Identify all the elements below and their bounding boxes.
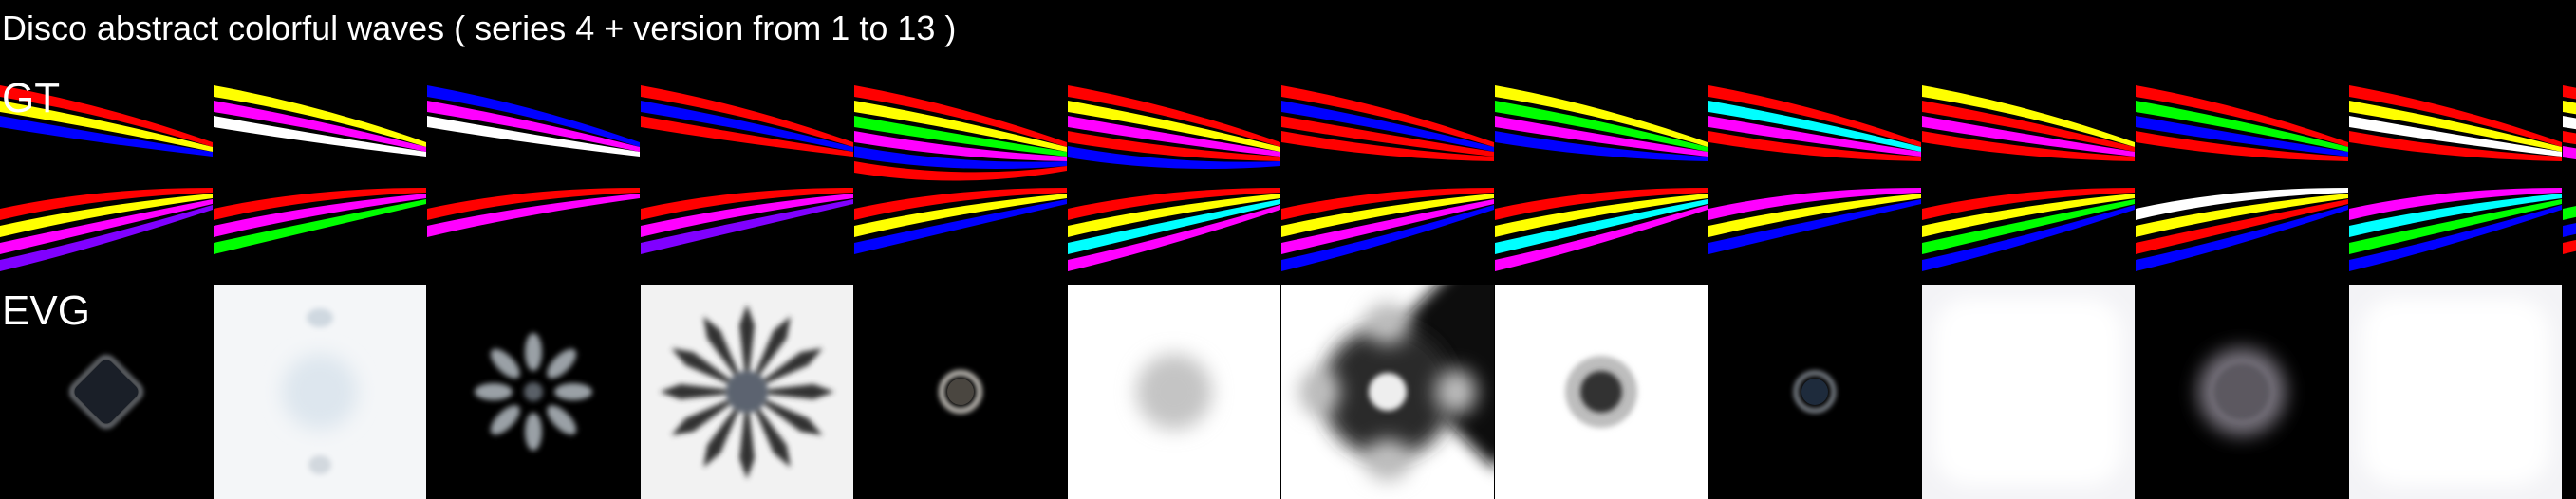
evg-tile bbox=[641, 285, 853, 499]
gt-tile bbox=[214, 76, 426, 290]
gt-row-label: GT bbox=[2, 76, 60, 121]
gt-image-row bbox=[0, 76, 2576, 290]
gt-tile bbox=[854, 76, 1067, 290]
evg-row-label: EVG bbox=[2, 288, 90, 334]
gt-tile bbox=[2349, 76, 2562, 290]
evg-tile bbox=[427, 285, 640, 499]
gt-tile bbox=[427, 76, 640, 290]
evg-tile bbox=[214, 285, 426, 499]
evg-tile bbox=[1281, 285, 1494, 499]
evg-tile bbox=[854, 285, 1067, 499]
evg-tile bbox=[1495, 285, 1708, 499]
evg-tile bbox=[2349, 285, 2562, 499]
gt-tile bbox=[1495, 76, 1708, 290]
gt-tile bbox=[2563, 76, 2576, 290]
evg-tile bbox=[1068, 285, 1280, 499]
gt-tile bbox=[1281, 76, 1494, 290]
gt-tile bbox=[1708, 76, 1921, 290]
gt-tile bbox=[1068, 76, 1280, 290]
gt-tile bbox=[2136, 76, 2348, 290]
evg-tile bbox=[2136, 285, 2348, 499]
evg-image-row bbox=[0, 285, 2576, 499]
page-title: Disco abstract colorful waves ( series 4… bbox=[2, 4, 956, 53]
evg-tile bbox=[1922, 285, 2135, 499]
evg-tile bbox=[1708, 285, 1921, 499]
gt-tile bbox=[1922, 76, 2135, 290]
gt-tile bbox=[641, 76, 853, 290]
